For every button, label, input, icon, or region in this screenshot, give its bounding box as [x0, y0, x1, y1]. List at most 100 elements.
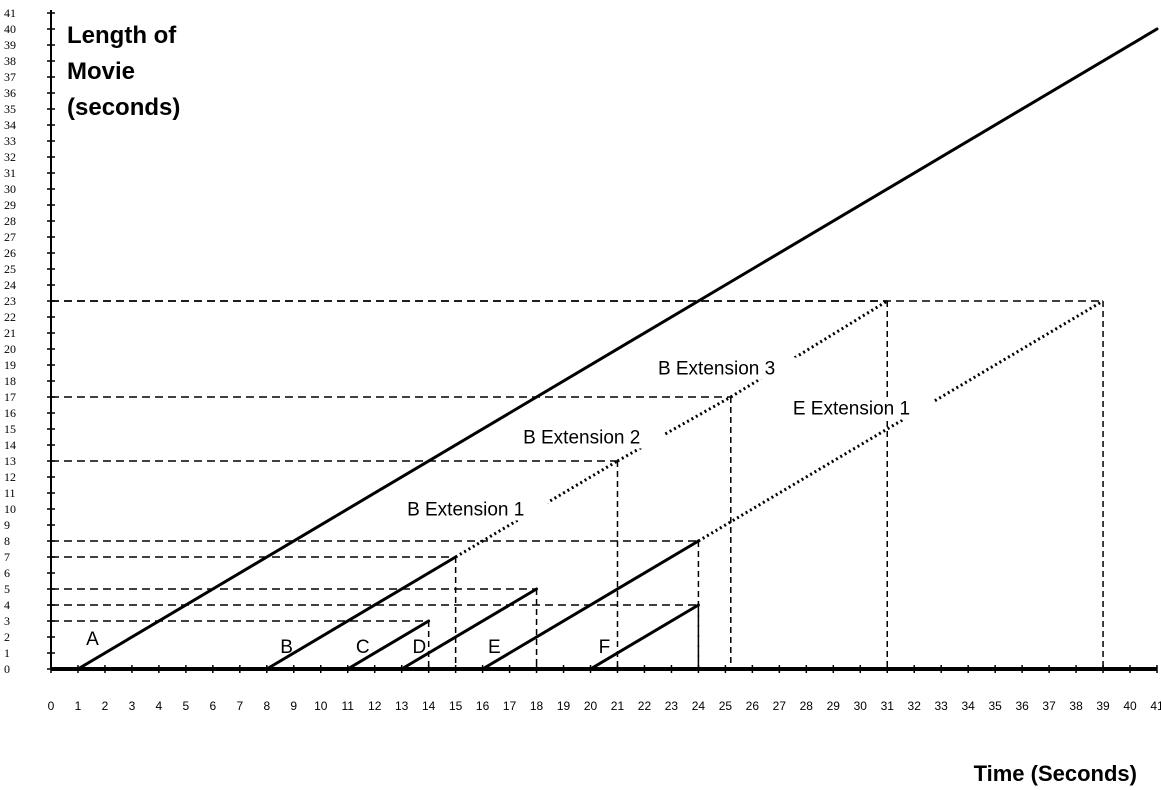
x-tick-label: 8 [263, 699, 270, 713]
y-tick-label: 4 [4, 598, 10, 612]
y-tick-label: 20 [4, 342, 16, 356]
y-tick-label: 38 [4, 54, 16, 68]
x-tick-label: 4 [156, 699, 163, 713]
y-tick-label: 40 [4, 22, 16, 36]
x-tick-label: 31 [881, 699, 895, 713]
y-ticks: 0123456789101112131415161718192021222324… [4, 6, 55, 676]
y-tick-label: 21 [4, 326, 16, 340]
x-tick-label: 15 [449, 699, 463, 713]
y-tick-label: 0 [4, 662, 10, 676]
annotation-label: B Extension 3 [658, 359, 775, 380]
y-tick-label: 7 [4, 550, 10, 564]
y-tick-label: 2 [4, 630, 10, 644]
y-tick-label: 13 [4, 454, 16, 468]
x-tick-label: 24 [692, 699, 706, 713]
y-tick-label: 8 [4, 534, 10, 548]
y-tick-label: 29 [4, 198, 16, 212]
y-tick-label: 35 [4, 102, 16, 116]
x-tick-label: 36 [1015, 699, 1029, 713]
x-tick-label: 22 [638, 699, 652, 713]
y-tick-label: 23 [4, 294, 16, 308]
x-tick-label: 18 [530, 699, 544, 713]
x-tick-label: 9 [290, 699, 297, 713]
x-tick-label: 16 [476, 699, 490, 713]
y-tick-label: 1 [4, 646, 10, 660]
y-tick-label: 17 [4, 390, 16, 404]
x-tick-label: 7 [236, 699, 243, 713]
y-tick-label: 30 [4, 182, 16, 196]
y-tick-label: 39 [4, 38, 16, 52]
y-tick-label: 22 [4, 310, 16, 324]
y-tick-label: 6 [4, 566, 10, 580]
x-tick-label: 35 [988, 699, 1002, 713]
x-tick-label: 25 [719, 699, 733, 713]
y-tick-label: 24 [4, 278, 16, 292]
x-tick-label: 27 [773, 699, 787, 713]
x-tick-label: 40 [1123, 699, 1137, 713]
y-tick-label: 3 [4, 614, 10, 628]
x-tick-label: 14 [422, 699, 436, 713]
x-tick-label: 13 [395, 699, 409, 713]
y-tick-label: 32 [4, 150, 16, 164]
y-tick-label: 14 [4, 438, 16, 452]
x-tick-label: 29 [827, 699, 841, 713]
y-tick-label: 19 [4, 358, 16, 372]
x-tick-label: 0 [48, 699, 55, 713]
y-tick-label: 25 [4, 262, 16, 276]
x-tick-label: 26 [746, 699, 760, 713]
annotation-label: C [356, 637, 370, 658]
x-tick-label: 11 [341, 699, 354, 713]
x-tick-label: 10 [314, 699, 328, 713]
x-tick-label: 41 [1150, 699, 1161, 713]
y-tick-label: 26 [4, 246, 16, 260]
y-axis-label-line-3: (seconds) [67, 94, 180, 121]
annotation-label: D [412, 637, 426, 658]
axes [51, 10, 1157, 669]
y-tick-label: 5 [4, 582, 10, 596]
annotation-label: B Extension 1 [407, 499, 524, 520]
y-tick-label: 41 [4, 6, 16, 20]
annotation-label: F [599, 637, 611, 658]
y-tick-label: 31 [4, 166, 16, 180]
series-line-e-extension-1 [698, 301, 1103, 541]
y-tick-label: 34 [4, 118, 16, 132]
x-axis-label: Time (Seconds) [974, 761, 1137, 786]
annotations: A B C D E F B Extension 1 B Extension 2 B Extens… [86, 358, 934, 658]
annotation-label: E Extension 1 [793, 399, 910, 420]
x-tick-label: 17 [503, 699, 517, 713]
x-tick-label: 6 [210, 699, 217, 713]
y-tick-label: 33 [4, 134, 16, 148]
y-tick-label: 28 [4, 214, 16, 228]
x-tick-label: 28 [800, 699, 814, 713]
y-tick-label: 27 [4, 230, 16, 244]
x-tick-label: 39 [1096, 699, 1110, 713]
x-ticks: 0 1 2 3 4 5 6 7 8 9 10 11 12 13 14 15 16 17 18 19 20 21 22 23 24… [48, 665, 1161, 713]
y-tick-label: 11 [4, 486, 16, 500]
y-tick-label: 9 [4, 518, 10, 532]
x-tick-label: 2 [102, 699, 109, 713]
y-tick-label: 10 [4, 502, 16, 516]
x-tick-label: 33 [935, 699, 949, 713]
y-axis-label-line-1: Length of [67, 22, 177, 49]
y-tick-label: 18 [4, 374, 16, 388]
series-line-b-extension-3 [731, 301, 887, 397]
y-tick-label: 36 [4, 86, 16, 100]
x-tick-label: 37 [1042, 699, 1056, 713]
annotation-label: E [488, 637, 501, 658]
y-axis-label-line-2: Movie [67, 58, 135, 85]
y-tick-label: 16 [4, 406, 16, 420]
x-tick-label: 20 [584, 699, 598, 713]
x-tick-label: 34 [961, 699, 975, 713]
x-tick-label: 32 [908, 699, 922, 713]
x-tick-label: 21 [611, 699, 625, 713]
annotation-label: A [86, 629, 99, 650]
y-tick-label: 15 [4, 422, 16, 436]
x-tick-label: 23 [665, 699, 679, 713]
x-tick-label: 12 [368, 699, 382, 713]
x-tick-label: 3 [129, 699, 136, 713]
x-tick-label: 30 [854, 699, 868, 713]
x-tick-label: 19 [557, 699, 571, 713]
y-tick-label: 37 [4, 70, 16, 84]
annotation-label: B Extension 2 [523, 427, 640, 448]
